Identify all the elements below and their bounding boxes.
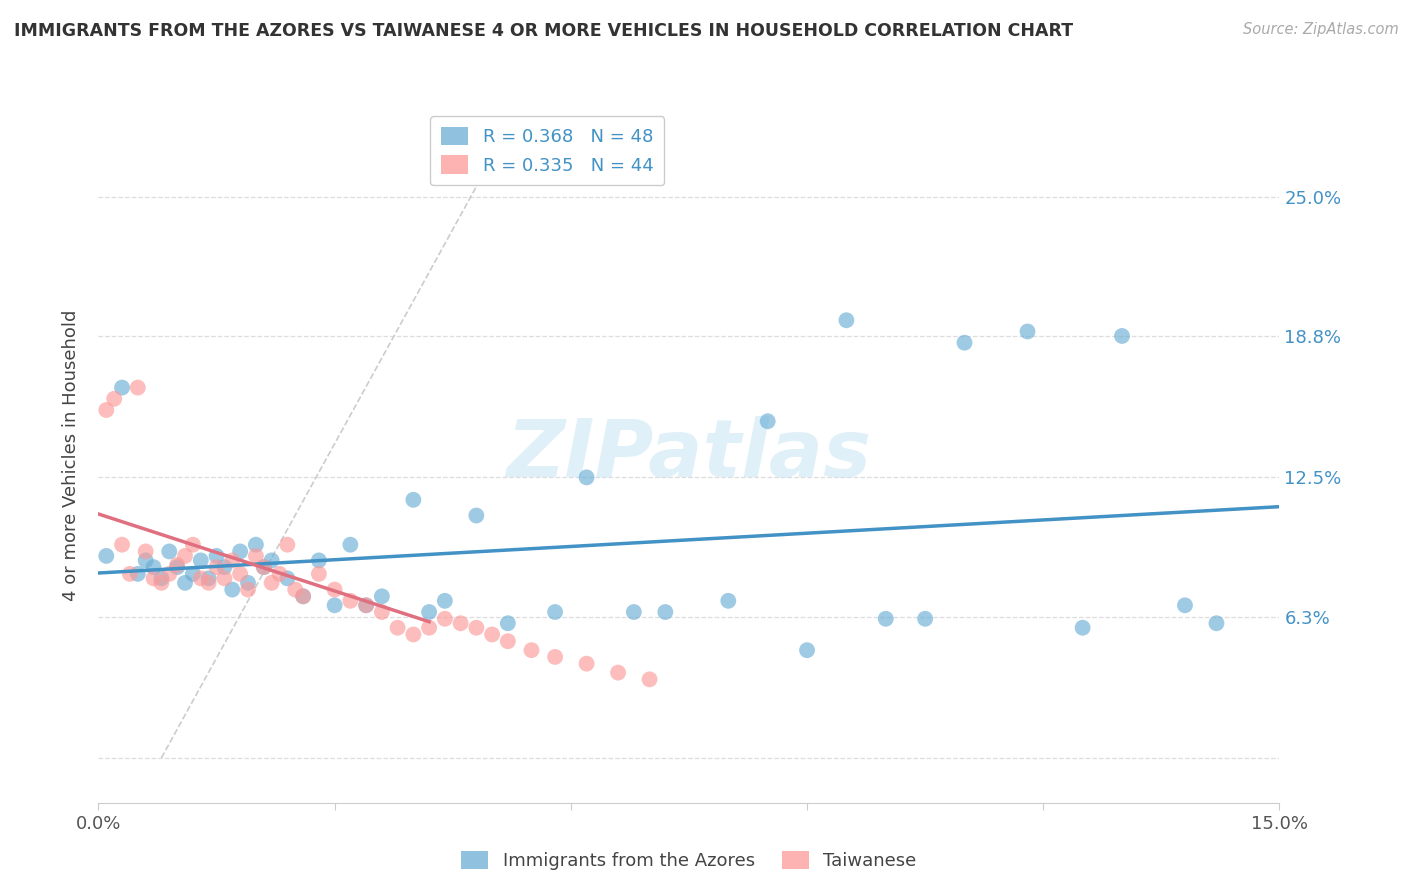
Point <box>118 566 141 581</box>
Point <box>236 575 259 590</box>
Point <box>260 553 283 567</box>
Point <box>450 616 472 631</box>
Point <box>575 470 598 484</box>
Point <box>654 605 676 619</box>
Point <box>371 590 394 604</box>
Point <box>496 634 519 648</box>
Point <box>418 621 440 635</box>
Point <box>197 575 219 590</box>
Point <box>166 558 188 572</box>
Point <box>166 560 188 574</box>
Point <box>236 582 259 597</box>
Point <box>402 492 425 507</box>
Point <box>371 605 394 619</box>
Point <box>544 649 567 664</box>
Point <box>190 553 212 567</box>
Point <box>284 582 307 597</box>
Point <box>135 544 157 558</box>
Point <box>205 549 228 563</box>
Point <box>433 594 456 608</box>
Point <box>953 335 976 350</box>
Point <box>142 571 165 585</box>
Point <box>1205 616 1227 631</box>
Point <box>1111 329 1133 343</box>
Point <box>308 566 330 581</box>
Point <box>221 582 243 597</box>
Point <box>914 612 936 626</box>
Point <box>103 392 125 406</box>
Point <box>197 571 219 585</box>
Point <box>157 566 180 581</box>
Text: ZIPatlas: ZIPatlas <box>506 416 872 494</box>
Point <box>174 549 197 563</box>
Point <box>520 643 543 657</box>
Text: IMMIGRANTS FROM THE AZORES VS TAIWANESE 4 OR MORE VEHICLES IN HOUSEHOLD CORRELAT: IMMIGRANTS FROM THE AZORES VS TAIWANESE … <box>14 22 1073 40</box>
Legend: Immigrants from the Azores, Taiwanese: Immigrants from the Azores, Taiwanese <box>454 844 924 877</box>
Point <box>465 508 488 523</box>
Point <box>253 560 276 574</box>
Point <box>607 665 630 680</box>
Point <box>575 657 598 671</box>
Point <box>181 538 204 552</box>
Point <box>190 571 212 585</box>
Point <box>418 605 440 619</box>
Text: Source: ZipAtlas.com: Source: ZipAtlas.com <box>1243 22 1399 37</box>
Point <box>127 566 149 581</box>
Point <box>308 553 330 567</box>
Point <box>127 381 149 395</box>
Point <box>433 612 456 626</box>
Point <box>835 313 858 327</box>
Point <box>354 599 377 613</box>
Point <box>276 538 298 552</box>
Point <box>796 643 818 657</box>
Point <box>756 414 779 428</box>
Point <box>150 575 173 590</box>
Point <box>214 571 236 585</box>
Point <box>292 590 315 604</box>
Point <box>269 566 291 581</box>
Point <box>638 673 661 687</box>
Point <box>142 560 165 574</box>
Point <box>1017 325 1039 339</box>
Point <box>875 612 897 626</box>
Point <box>623 605 645 619</box>
Point <box>387 621 409 635</box>
Point <box>157 544 180 558</box>
Point <box>276 571 298 585</box>
Point <box>150 571 173 585</box>
Point <box>174 575 197 590</box>
Point <box>1174 599 1197 613</box>
Point <box>111 381 134 395</box>
Point <box>229 566 252 581</box>
Point <box>323 582 346 597</box>
Point <box>229 544 252 558</box>
Point <box>245 549 267 563</box>
Point <box>1071 621 1094 635</box>
Point <box>544 605 567 619</box>
Point <box>323 599 346 613</box>
Point <box>496 616 519 631</box>
Point <box>96 549 118 563</box>
Point <box>354 599 377 613</box>
Y-axis label: 4 or more Vehicles in Household: 4 or more Vehicles in Household <box>62 310 80 600</box>
Point <box>253 560 276 574</box>
Point <box>245 538 267 552</box>
Point <box>135 553 157 567</box>
Point <box>339 594 361 608</box>
Point <box>214 560 236 574</box>
Point <box>221 553 243 567</box>
Point <box>292 590 315 604</box>
Point <box>205 560 228 574</box>
Point <box>717 594 740 608</box>
Point <box>481 627 503 641</box>
Point <box>465 621 488 635</box>
Point <box>402 627 425 641</box>
Point <box>181 566 204 581</box>
Point <box>111 538 134 552</box>
Point <box>339 538 361 552</box>
Point <box>96 403 118 417</box>
Point <box>260 575 283 590</box>
